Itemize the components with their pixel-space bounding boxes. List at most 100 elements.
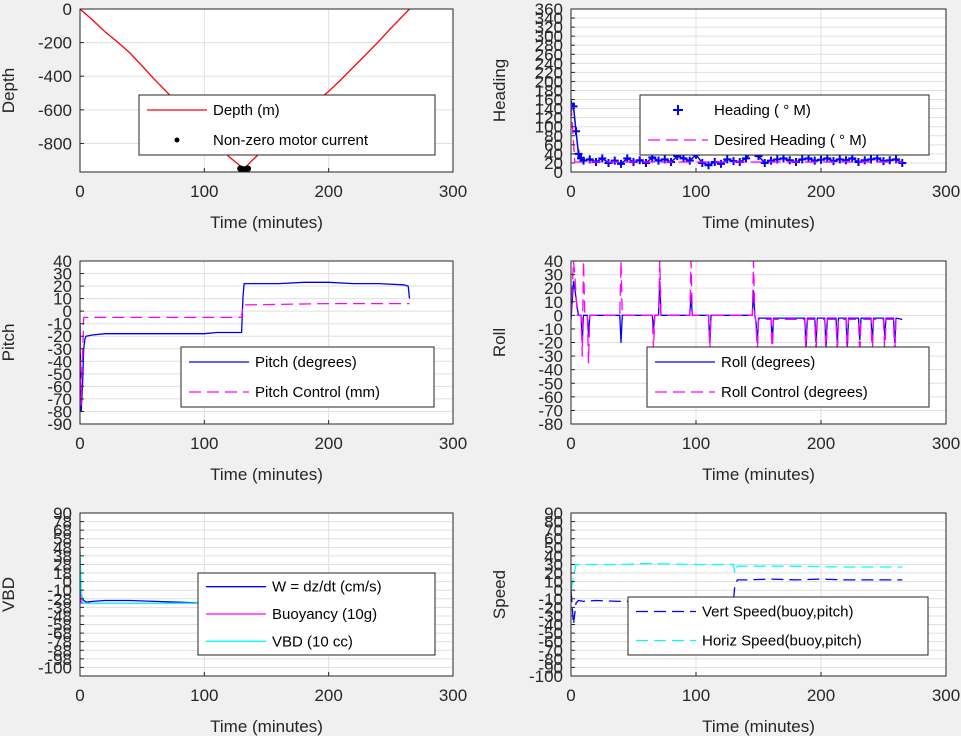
- y-tick-label: -68: [47, 624, 72, 643]
- y-tick-label: 180: [535, 82, 563, 101]
- x-axis-label: Time (minutes): [702, 465, 815, 484]
- y-tick-label: -50: [47, 365, 72, 384]
- y-tick-label: 260: [535, 45, 563, 64]
- y-tick-label: -10: [538, 320, 563, 339]
- series-layer: [571, 261, 903, 364]
- y-tick-label: 220: [535, 63, 563, 82]
- y-tick-label: 80: [544, 127, 563, 146]
- x-tick-label: 300: [932, 434, 960, 453]
- y-tick-label: 40: [53, 252, 72, 271]
- x-tick-label: 100: [190, 182, 218, 201]
- y-tick-label: -30: [538, 607, 563, 626]
- x-tick-label: 300: [439, 686, 467, 705]
- y-tick-label: -40: [538, 361, 563, 380]
- legend-label: Depth (m): [213, 102, 280, 119]
- y-tick-label: 240: [535, 54, 563, 73]
- x-tick-label: 100: [682, 686, 710, 705]
- series-marker: [848, 154, 857, 163]
- x-tick-label: 300: [932, 686, 960, 705]
- legend-label: VBD (10 cc): [272, 633, 353, 650]
- y-tick-label: 30: [544, 555, 563, 574]
- y-tick-label: -10: [47, 581, 72, 600]
- legend-label: Pitch Control (mm): [255, 384, 380, 401]
- y-tick-label: 10: [53, 290, 72, 309]
- series-marker: [604, 158, 613, 167]
- chart-heading: 0 100 200 300020406080100120140160180200220…: [490, 0, 960, 232]
- y-tick-label: 0: [554, 581, 563, 600]
- x-tick-label: 100: [682, 182, 710, 201]
- legend-box: [627, 596, 929, 656]
- y-tick-label: -60: [538, 633, 563, 652]
- y-tick-label: -70: [538, 401, 563, 420]
- series-layer: [80, 9, 410, 172]
- y-tick-label: 300: [535, 27, 563, 46]
- y-tick-label: 38: [53, 547, 72, 566]
- axes-frame: [570, 512, 947, 677]
- y-tick-label: -30: [538, 347, 563, 366]
- x-tick-label: 200: [807, 686, 835, 705]
- series-marker: [742, 154, 750, 163]
- series-marker: [635, 156, 644, 165]
- y-tick-label: 0: [554, 306, 563, 325]
- y-axis-label: Heading: [490, 59, 509, 122]
- x-tick-label: 200: [314, 182, 342, 201]
- y-tick-label: -98: [47, 650, 72, 669]
- axes-frame: [79, 512, 454, 677]
- y-tick-label: -800: [38, 134, 72, 153]
- legend: Pitch (degrees) Pitch Control (mm): [180, 346, 435, 408]
- x-tick-label: 0: [566, 182, 575, 201]
- y-tick-label: -70: [538, 641, 563, 660]
- legend: Roll (degrees) Roll Control (degrees): [646, 346, 930, 408]
- x-axis-label: Time (minutes): [702, 213, 815, 232]
- axes-frame: [79, 260, 454, 425]
- y-tick-label: 10: [544, 573, 563, 592]
- series-layer: [80, 281, 411, 413]
- chart-depth: 0 100 200 300 0 -200 -400 -600 -800 Time (minutes…: [0, 0, 467, 232]
- y-tick-label: -20: [538, 598, 563, 617]
- y-tick-label: -10: [47, 315, 72, 334]
- y-tick-label: -48: [47, 607, 72, 626]
- y-tick-label: 320: [535, 18, 563, 37]
- y-tick-label: 78: [53, 513, 72, 532]
- y-tick-label: 68: [53, 521, 72, 540]
- x-axis-label: Time (minutes): [210, 717, 323, 736]
- y-tick-label: -78: [47, 633, 72, 652]
- series-marker: [785, 156, 794, 165]
- series-marker: [898, 158, 907, 167]
- y-tick-label: -400: [38, 67, 72, 86]
- series-line: [80, 281, 411, 413]
- series-marker: [760, 158, 769, 167]
- x-tick-label: 200: [314, 434, 342, 453]
- series-marker: [574, 149, 583, 158]
- x-axis-label: Time (minutes): [210, 465, 323, 484]
- y-tick-label: 40: [544, 252, 563, 271]
- series-marker: [723, 155, 732, 164]
- series-marker: [679, 154, 688, 163]
- y-tick-label: -80: [538, 650, 563, 669]
- y-tick-label: 100: [535, 118, 563, 137]
- y-tick-label: 0: [63, 0, 72, 19]
- y-tick-label: -90: [47, 415, 72, 434]
- series-marker: [244, 165, 252, 172]
- y-tick-label: -50: [538, 624, 563, 643]
- legend-box: [646, 346, 930, 408]
- y-tick-label: 20: [544, 279, 563, 298]
- y-tick-label: -58: [47, 616, 72, 635]
- y-tick-label: 20: [544, 564, 563, 583]
- x-axis-label: Time (minutes): [210, 213, 323, 232]
- y-axis-label: Roll: [490, 328, 509, 357]
- x-tick-label: 200: [314, 686, 342, 705]
- y-tick-label: -60: [538, 388, 563, 407]
- x-tick-label: 200: [807, 434, 835, 453]
- y-tick-label: 200: [535, 72, 563, 91]
- series-marker: [842, 156, 850, 165]
- y-tick-label: 140: [535, 100, 563, 119]
- y-tick-label: -50: [538, 374, 563, 393]
- x-axis-label: Time (minutes): [702, 717, 815, 736]
- series-line: [571, 562, 903, 591]
- legend-label: Roll Control (degrees): [721, 384, 868, 401]
- x-tick-label: 100: [190, 686, 218, 705]
- legend-label: Buoyancy (10g): [272, 606, 377, 623]
- legend-label: Pitch (degrees): [255, 354, 357, 371]
- series-marker: [685, 156, 694, 165]
